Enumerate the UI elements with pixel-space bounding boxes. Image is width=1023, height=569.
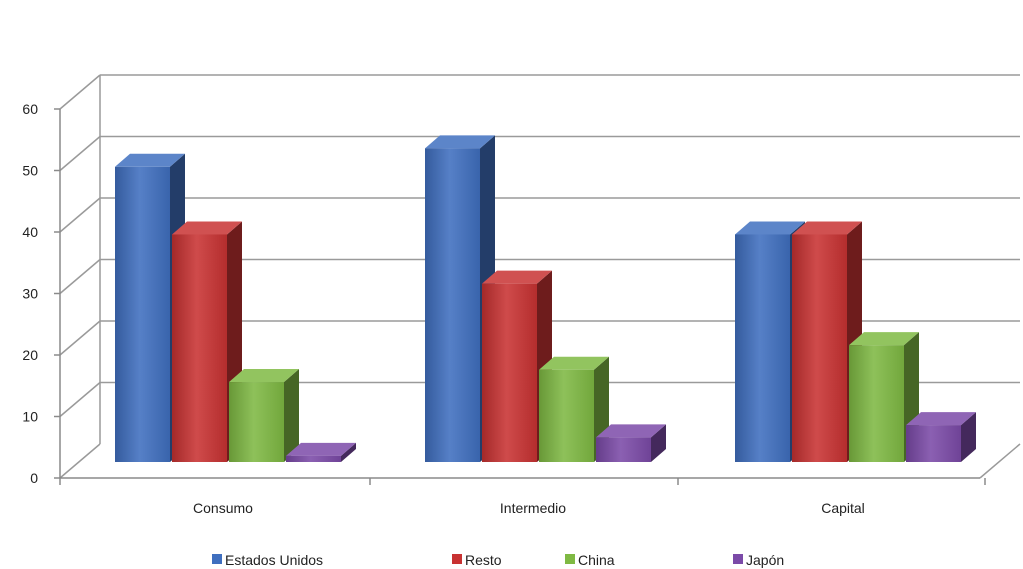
bar-top — [596, 424, 666, 438]
bar-top — [115, 153, 185, 167]
bar — [539, 356, 609, 462]
legend-item: China — [565, 552, 615, 568]
bar — [596, 424, 666, 462]
x-tick-label: Consumo — [193, 500, 253, 516]
bar — [849, 332, 919, 462]
y-axis: 0 10 20 30 40 50 60 — [22, 101, 986, 486]
bar-top — [539, 356, 609, 370]
gridline-side — [59, 381, 101, 418]
x-tick-label: Intermedio — [500, 500, 566, 516]
bar-top — [286, 442, 356, 456]
bar-top — [849, 332, 919, 346]
bar-top — [229, 369, 299, 383]
gridline-side — [59, 320, 101, 356]
bar-front — [596, 437, 651, 462]
bar-front — [792, 234, 847, 462]
y-tick-label: 0 — [30, 470, 38, 486]
bar-front — [115, 166, 170, 463]
bar-top — [792, 221, 862, 235]
bar-front — [482, 283, 537, 462]
bar-top — [482, 270, 552, 284]
y-tick-label: 20 — [22, 347, 38, 363]
bar-side — [284, 369, 299, 462]
bar-side — [651, 424, 666, 462]
legend-item: Resto — [452, 552, 502, 568]
y-tick-label: 30 — [22, 286, 38, 302]
gridline-side — [59, 135, 101, 172]
bar — [906, 412, 976, 462]
bar-side — [961, 412, 976, 462]
bar-front — [172, 234, 227, 462]
bar-top — [906, 412, 976, 426]
bar-side — [341, 442, 356, 462]
bar — [286, 442, 356, 462]
bar-top — [425, 135, 495, 149]
y-tick-label: 60 — [22, 101, 38, 117]
y-tick-label: 50 — [22, 163, 38, 179]
legend-swatch — [733, 554, 743, 564]
legend-swatch — [565, 554, 575, 564]
gridline-side — [59, 74, 101, 110]
legend-label: China — [578, 552, 615, 568]
bar-front — [425, 148, 480, 462]
legend-label: Estados Unidos — [225, 552, 323, 568]
bar-front — [229, 382, 284, 462]
legend-item: Estados Unidos — [212, 552, 323, 568]
legend-label: Resto — [465, 552, 502, 568]
y-tick-label: 40 — [22, 224, 38, 240]
bar — [229, 369, 299, 462]
legend-label: Japón — [746, 552, 784, 568]
floor-right-edge — [979, 443, 1021, 479]
y-tick-label: 10 — [22, 409, 38, 425]
legend-swatch — [452, 554, 462, 564]
gridline-side — [59, 443, 101, 479]
x-tick-label: Capital — [821, 500, 865, 516]
legend-swatch — [212, 554, 222, 564]
bar-front — [849, 345, 904, 462]
gridline-side — [59, 258, 101, 295]
bars — [115, 135, 976, 463]
legend: Estados Unidos Resto China Japón — [212, 552, 784, 568]
gridline-side — [59, 197, 101, 233]
bar-top — [172, 221, 242, 235]
bar-front — [286, 455, 341, 462]
bar-front — [539, 369, 594, 462]
bar-top — [735, 221, 805, 235]
bar-front — [906, 425, 961, 462]
bar-front — [735, 234, 790, 462]
legend-item: Japón — [733, 552, 784, 568]
